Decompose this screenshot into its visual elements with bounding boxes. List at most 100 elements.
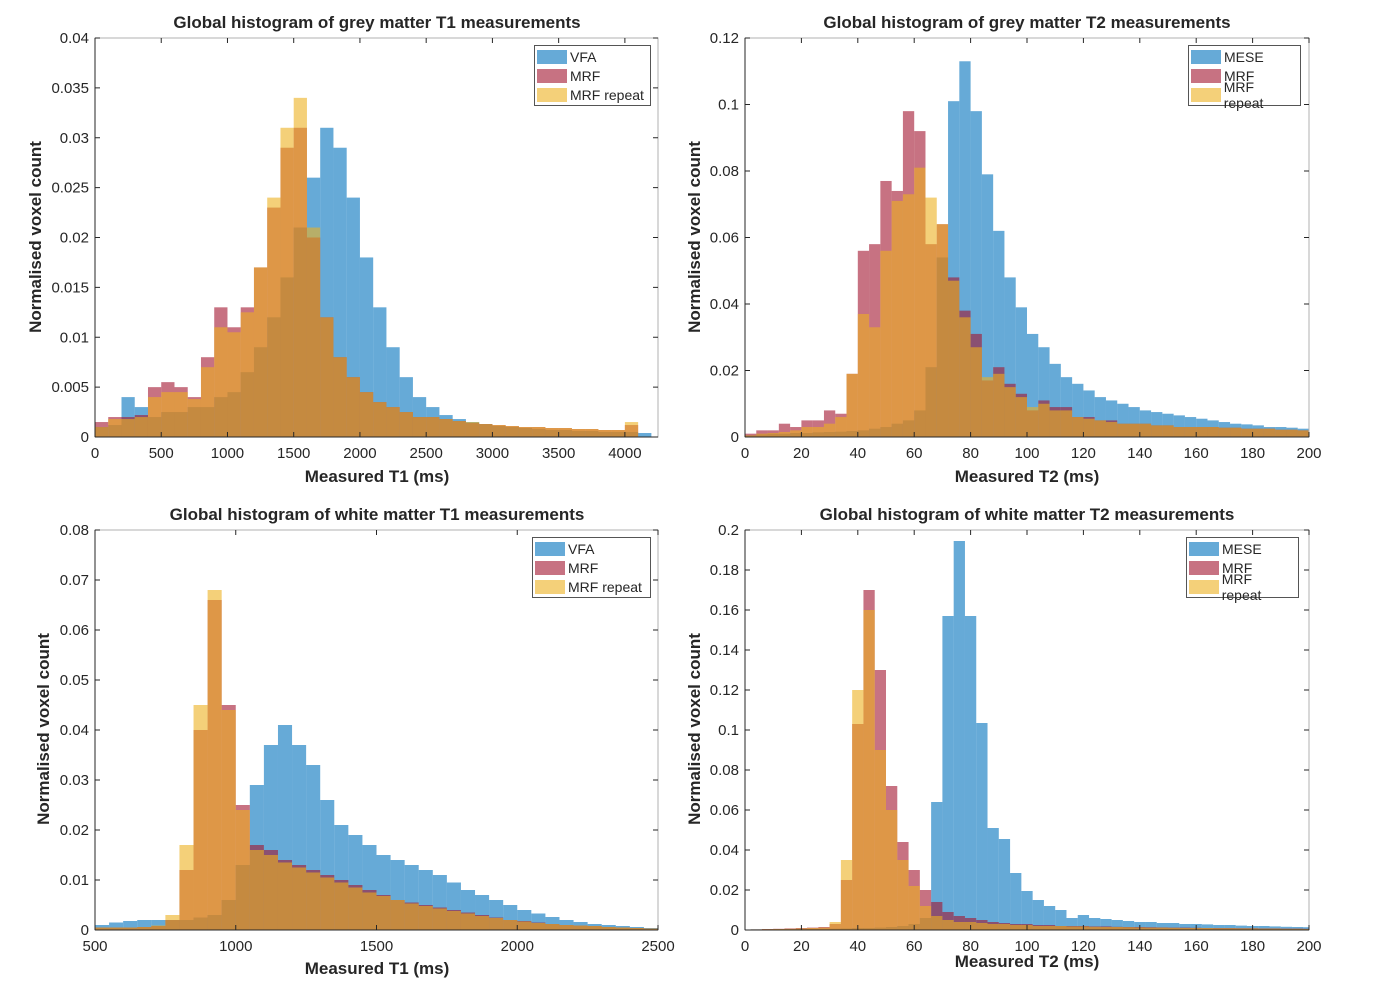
histogram-bar-mese xyxy=(1089,918,1101,930)
legend-label: MESE xyxy=(1224,48,1264,65)
histogram-bar-mese xyxy=(1072,383,1084,437)
histogram-bar-mrf-repeat xyxy=(1297,430,1309,437)
legend-label: MRF repeat xyxy=(1223,78,1264,111)
histogram-bar-mese xyxy=(948,101,960,438)
histogram-bar-mrf-repeat xyxy=(1049,410,1061,437)
x-tick-label: 120 xyxy=(1071,938,1096,955)
x-tick-label: 2500 xyxy=(641,938,674,955)
x-tick-label: 180 xyxy=(1240,445,1265,462)
histogram-bar-mrf-repeat xyxy=(585,429,599,437)
histogram-bar-mrf-repeat xyxy=(615,927,630,930)
x-axis-label: Measured T1 (ms) xyxy=(304,959,450,978)
histogram-bar-mrf-repeat xyxy=(200,367,215,437)
y-tick-label: 0.04 xyxy=(60,722,89,739)
histogram-bar-mese xyxy=(1168,923,1180,930)
histogram-bar-mrf-repeat xyxy=(559,925,574,930)
histogram-bar-mrf-repeat xyxy=(418,906,433,930)
x-tick-label: 20 xyxy=(793,938,810,955)
histogram-bar-mrf-repeat xyxy=(908,886,920,930)
legend-swatch xyxy=(1189,560,1219,575)
histogram-bar-mrf-repeat xyxy=(306,227,321,437)
histogram-bar-mrf-repeat xyxy=(1072,417,1084,437)
y-tick-label: 0.2 xyxy=(718,522,739,539)
x-tick-label: 140 xyxy=(1127,445,1152,462)
histogram-bar-mrf-repeat xyxy=(840,860,853,930)
y-tick-label: 0 xyxy=(731,429,739,446)
histogram-bar-mrf-repeat xyxy=(598,430,612,437)
x-axis-label: Measured T1 (ms) xyxy=(304,467,450,486)
histogram-bar-mrf-repeat xyxy=(161,392,175,437)
histogram-bar-mrf-repeat xyxy=(334,882,349,930)
histogram-bar-mrf-repeat xyxy=(277,862,293,930)
legend-swatch xyxy=(1191,87,1221,102)
histogram-bar-mrf-repeat xyxy=(207,590,222,930)
histogram-bar-mrf-repeat xyxy=(517,921,532,930)
histogram-bar-mrf-repeat xyxy=(880,250,892,437)
histogram-bar-mrf-repeat xyxy=(818,927,830,930)
x-tick-label: 0 xyxy=(741,445,749,462)
histogram-bar-vfa xyxy=(137,920,152,930)
histogram-bar-mrf-repeat xyxy=(629,928,644,930)
histogram-bar-mese xyxy=(1128,407,1140,437)
histogram-bar-mrf-repeat xyxy=(1100,927,1112,930)
histogram-bar-mrf-repeat xyxy=(1004,387,1016,437)
histogram-bar-mrf-repeat xyxy=(1241,428,1253,437)
histogram-bar-mrf-repeat xyxy=(790,430,802,437)
legend-entry: MRF xyxy=(1189,558,1295,577)
legend-swatch xyxy=(1191,68,1221,83)
histogram-bar-mese xyxy=(1094,397,1106,437)
histogram-bar-mrf-repeat xyxy=(253,267,268,437)
legend-entry: MESE xyxy=(1191,47,1297,66)
legend-entry: MRF repeat xyxy=(1191,79,1297,111)
histogram-bar-mrf-repeat xyxy=(475,916,490,930)
legend: VFA MRF MRF repeat xyxy=(534,45,651,106)
histogram-bar-mrf-repeat xyxy=(134,417,148,437)
histogram-bar-mrf-repeat xyxy=(263,855,278,930)
legend-label: MRF xyxy=(570,67,601,84)
legend-swatch xyxy=(537,68,567,83)
x-tick-label: 2000 xyxy=(343,445,376,462)
y-tick-label: 0.05 xyxy=(60,672,89,689)
histogram-bar-mrf-repeat xyxy=(1263,428,1276,437)
x-tick-label: 40 xyxy=(849,445,866,462)
histogram-bar-mese xyxy=(1224,925,1236,930)
legend-swatch xyxy=(535,541,565,556)
y-tick-label: 0.025 xyxy=(51,180,89,197)
histogram-bar-mrf-repeat xyxy=(1055,926,1067,930)
histogram-bar-mrf-repeat xyxy=(121,419,135,437)
x-axis-label: Measured T2 (ms) xyxy=(954,952,1100,971)
histogram-bar-mese xyxy=(976,723,988,930)
histogram-bar-mrf-repeat xyxy=(558,428,572,437)
y-tick-label: 0.02 xyxy=(710,363,739,380)
y-axis-label: Normalised voxel count xyxy=(34,633,53,825)
y-tick-label: 0.08 xyxy=(60,522,89,539)
histogram-bar-mrf-repeat xyxy=(643,928,658,930)
histogram-bar-mrf-repeat xyxy=(1235,928,1247,930)
histogram-bar-mrf-repeat xyxy=(1128,423,1140,437)
y-tick-label: 0.06 xyxy=(60,622,89,639)
legend-swatch xyxy=(537,87,567,102)
x-tick-label: 160 xyxy=(1184,938,1209,955)
histogram-bar-mrf-repeat xyxy=(280,127,294,438)
histogram-bar-mrf-repeat xyxy=(1213,928,1225,930)
histogram-bar-mrf-repeat xyxy=(306,872,321,930)
y-tick-label: 0.005 xyxy=(51,379,89,396)
y-tick-label: 0 xyxy=(81,429,89,446)
y-tick-label: 0.02 xyxy=(60,822,89,839)
histogram-bar-vfa xyxy=(109,922,124,930)
histogram-bar-mese xyxy=(1213,925,1225,930)
histogram-bar-mrf-repeat xyxy=(545,924,560,930)
histogram-bar-mese xyxy=(1269,926,1281,930)
y-tick-label: 0.04 xyxy=(710,296,739,313)
histogram-bar-mrf-repeat xyxy=(784,928,796,930)
legend-entry: VFA xyxy=(535,539,647,558)
histogram-bar-mrf-repeat xyxy=(624,422,639,437)
histogram-bar-mrf-repeat xyxy=(221,710,236,930)
histogram-bar-mese xyxy=(1004,277,1016,437)
histogram-bar-vfa xyxy=(638,433,652,437)
histogram-bar-mrf-repeat xyxy=(320,877,335,930)
histogram-bar-mrf-repeat xyxy=(214,327,228,437)
histogram-bar-mrf-repeat xyxy=(174,392,188,437)
legend-label: VFA xyxy=(570,48,597,65)
histogram-bar-mrf-repeat xyxy=(235,810,250,930)
